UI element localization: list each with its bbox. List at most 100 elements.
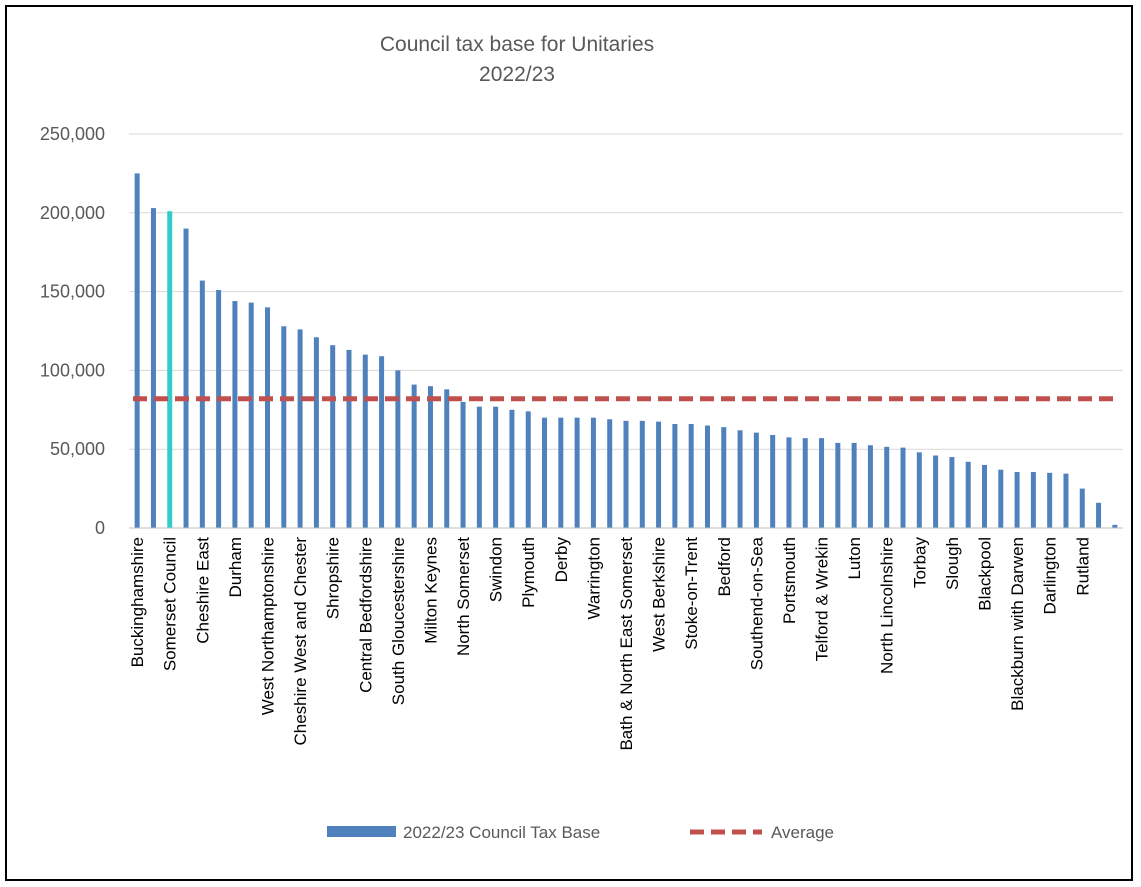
bars <box>129 173 1123 529</box>
bar <box>851 442 857 528</box>
bar <box>802 438 808 528</box>
x-tick-label: Shropshire <box>324 537 343 619</box>
bar <box>362 354 368 528</box>
x-tick-label: Telford & Wrekin <box>813 537 832 661</box>
legend: 2022/23 Council Tax Base Average <box>327 823 834 842</box>
x-tick-label: Southend-on-Sea <box>747 536 766 670</box>
bar <box>1014 472 1020 528</box>
bar <box>281 326 287 528</box>
bar <box>199 280 205 528</box>
x-tick-label: Slough <box>943 537 962 590</box>
bar <box>607 419 613 528</box>
x-tick-label: North Lincolnshire <box>878 537 897 674</box>
bar <box>770 435 776 528</box>
x-tick-label: Blackpool <box>975 537 994 611</box>
bar <box>688 423 694 528</box>
bar <box>656 421 662 528</box>
bar <box>884 446 890 528</box>
bar-highlighted <box>167 211 173 528</box>
bar <box>427 386 433 528</box>
bar <box>232 301 238 528</box>
x-tick-label: Somerset Council <box>161 537 180 671</box>
bar <box>721 427 727 528</box>
chart-svg: Council tax base for Unitaries 2022/23 0… <box>40 33 1123 842</box>
bar <box>248 302 254 528</box>
bar <box>981 464 987 528</box>
x-tick-label: Buckinghamshire <box>128 537 147 667</box>
bar <box>542 417 548 528</box>
x-tick-label: Torbay <box>910 537 929 589</box>
x-tick-label: Stoke-on-Trent <box>682 537 701 650</box>
bar <box>1112 524 1118 528</box>
bar <box>216 290 222 528</box>
bar <box>704 425 710 528</box>
x-tick-label: Darlington <box>1041 537 1060 615</box>
bar <box>590 417 596 528</box>
x-tick-label: Central Bedfordshire <box>356 537 375 693</box>
bar <box>379 356 385 528</box>
x-tick-label: Durham <box>226 537 245 597</box>
x-tick-label: Milton Keynes <box>421 537 440 644</box>
bar <box>134 173 140 528</box>
x-tick-label: West Northamptonshire <box>259 537 278 715</box>
bar <box>330 345 336 528</box>
x-tick-label: Swindon <box>487 537 506 602</box>
bar <box>444 389 450 528</box>
legend-bar-label: 2022/23 Council Tax Base <box>403 823 600 842</box>
x-tick-label: Rutland <box>1073 537 1092 596</box>
x-tick-label: Blackburn with Darwen <box>1008 537 1027 711</box>
x-tick-label: Luton <box>845 537 864 580</box>
legend-bar-swatch <box>327 826 396 837</box>
x-tick-label: Derby <box>552 537 571 583</box>
x-axis-categories: Buckinghamshire Somerset Council Cheshire … <box>128 536 1092 750</box>
bar <box>183 228 189 528</box>
y-tick-label: 250,000 <box>40 124 105 144</box>
bar <box>509 409 515 528</box>
legend-average-label: Average <box>771 823 834 842</box>
bar <box>867 445 873 528</box>
bar <box>639 420 645 528</box>
bar <box>411 384 417 528</box>
gridlines <box>129 133 1123 450</box>
bar <box>558 417 564 528</box>
x-tick-label: Cheshire West and Chester <box>291 537 310 746</box>
bar <box>900 447 906 528</box>
bar <box>476 406 482 528</box>
bar <box>835 442 841 528</box>
bar <box>265 307 271 528</box>
x-tick-label: Bedford <box>715 537 734 597</box>
x-tick-label: Cheshire East <box>193 537 212 644</box>
bar <box>525 411 531 528</box>
x-tick-label: West Berkshire <box>650 537 669 652</box>
x-tick-label: Warrington <box>584 537 603 620</box>
bar <box>933 455 939 528</box>
bar <box>460 401 466 528</box>
bar <box>150 208 156 528</box>
bar <box>395 370 401 528</box>
bar <box>1096 502 1102 528</box>
bar <box>493 406 499 528</box>
bar <box>574 417 580 528</box>
y-tick-label: 50,000 <box>50 439 105 459</box>
bar <box>672 423 678 528</box>
y-tick-label: 200,000 <box>40 203 105 223</box>
bar <box>753 432 759 528</box>
bar <box>819 438 825 528</box>
bar <box>737 430 743 528</box>
bar <box>786 437 792 528</box>
chart-frame: Council tax base for Unitaries 2022/23 0… <box>5 5 1133 881</box>
bar <box>346 349 352 528</box>
chart-title: Council tax base for Unitaries <box>380 33 654 56</box>
bar <box>1030 472 1036 528</box>
bar <box>1047 472 1053 528</box>
y-tick-label: 0 <box>95 518 105 538</box>
bar <box>998 469 1004 528</box>
x-tick-label: Plymouth <box>519 537 538 608</box>
x-tick-label: Bath & North East Somerset <box>617 537 636 751</box>
bar <box>949 457 955 528</box>
bar <box>916 452 922 528</box>
bar <box>1079 488 1085 528</box>
x-tick-label: North Somerset <box>454 537 473 656</box>
bar <box>1063 473 1069 528</box>
y-tick-label: 100,000 <box>40 360 105 380</box>
